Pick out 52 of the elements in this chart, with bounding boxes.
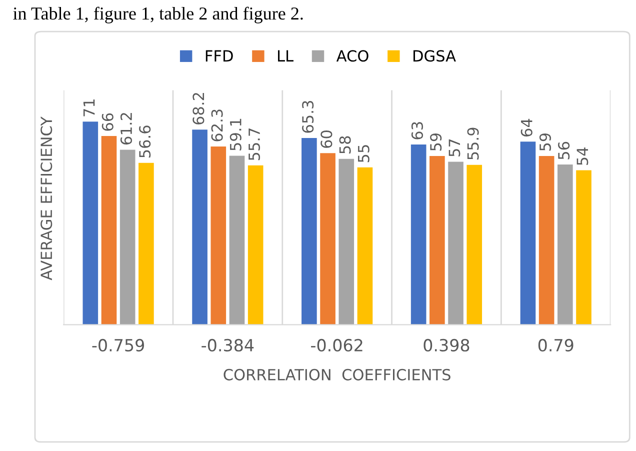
- x-tick-label: 0.79: [538, 338, 574, 352]
- y-axis-title: AVERAGE EFFICIENCY: [40, 116, 52, 280]
- bar: [576, 170, 592, 325]
- data-label: 57: [448, 139, 460, 156]
- bar: [558, 164, 573, 325]
- data-label: 55.7: [248, 128, 260, 160]
- bar: [410, 144, 426, 325]
- bar: [248, 165, 264, 325]
- data-label: 68.2: [192, 93, 204, 124]
- text: in Table 1, figure 1, table 2 and figure 2.: [13, 6, 303, 24]
- bar: [448, 162, 464, 325]
- legend-label: LL: [278, 50, 294, 62]
- bar: [192, 130, 208, 325]
- data-label: 66: [102, 113, 114, 131]
- data-label: 61.2: [120, 113, 132, 144]
- data-label: 60: [320, 130, 332, 148]
- legend-label: DGSA: [413, 50, 456, 62]
- x-tick-label: -0.759: [92, 338, 144, 352]
- legend-label: FFD: [206, 50, 233, 62]
- data-label: 58: [339, 136, 351, 154]
- data-label: 55: [358, 145, 370, 162]
- data-label: 55.9: [467, 128, 479, 160]
- data-label: 65.3: [302, 101, 314, 133]
- bar: [138, 162, 154, 325]
- x-tick-label: -0.384: [202, 338, 254, 352]
- bar: [357, 167, 373, 325]
- bar: [210, 146, 226, 325]
- data-label: 63: [411, 122, 424, 140]
- bar: [82, 122, 98, 325]
- data-label: 62.3: [211, 110, 223, 142]
- data-label: 56: [558, 142, 570, 160]
- bar: [101, 136, 117, 325]
- data-label: 59: [539, 133, 551, 151]
- bar: [520, 142, 536, 325]
- data-label: 64: [520, 118, 532, 136]
- bar: [466, 164, 482, 325]
- bar: [320, 153, 336, 325]
- x-tick-label: -0.062: [311, 338, 362, 352]
- bar: [538, 156, 554, 325]
- x-tick-label: 0.398: [424, 338, 470, 352]
- data-label: 54: [576, 148, 588, 165]
- data-label: 71: [83, 99, 95, 116]
- x-axis-title: CORRELATION COEFFICIENTS: [224, 368, 450, 380]
- data-label: 56.6: [139, 126, 151, 158]
- bar: [229, 156, 245, 325]
- bar: [302, 138, 317, 325]
- data-label: 59: [430, 133, 442, 151]
- legend-label: ACO: [336, 50, 368, 62]
- bar: [430, 156, 445, 325]
- bar: [120, 150, 136, 325]
- data-label: 59.1: [230, 118, 242, 150]
- bar: [338, 158, 354, 325]
